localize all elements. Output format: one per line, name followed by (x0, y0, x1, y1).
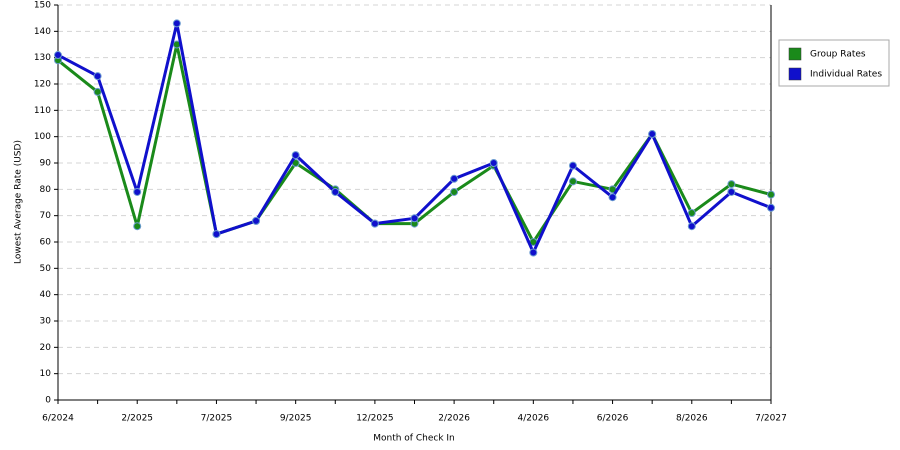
y-tick-label: 60 (40, 238, 52, 248)
point (450, 174, 459, 183)
point (93, 87, 102, 96)
y-tick-label: 30 (40, 317, 52, 327)
point (687, 222, 696, 231)
y-tick-label: 140 (34, 27, 51, 37)
point (252, 216, 261, 225)
x-tick-label: 2/2025 (121, 414, 153, 424)
x-tick-label: 8/2026 (676, 414, 708, 424)
y-tick-label: 0 (45, 396, 51, 406)
legend-label: Group Rates (810, 50, 866, 60)
y-tick-label: 20 (40, 343, 52, 353)
point (489, 159, 498, 167)
y-tick-label: 110 (34, 106, 51, 116)
point (687, 209, 696, 218)
y-tick-label: 10 (40, 369, 52, 379)
point (410, 214, 419, 223)
point (133, 187, 142, 196)
y-tick-label: 80 (40, 185, 52, 195)
y-tick-label: 120 (34, 80, 51, 90)
x-tick-label: 6/2024 (42, 414, 74, 424)
point (767, 190, 775, 199)
x-tick-label: 12/2025 (356, 414, 393, 424)
point (172, 19, 181, 28)
x-axis-label: Month of Check In (373, 434, 455, 444)
point (331, 187, 340, 196)
y-tick-label: 90 (40, 159, 52, 169)
point (568, 161, 577, 170)
x-tick-label: 7/2027 (755, 414, 787, 424)
point (767, 203, 775, 212)
point (727, 187, 736, 196)
y-axis-label: Lowest Average Rate (USD) (14, 140, 24, 264)
point (370, 219, 379, 228)
point (450, 187, 459, 196)
point (133, 222, 142, 231)
point (568, 177, 577, 186)
point (529, 248, 538, 257)
y-tick-label: 150 (34, 1, 51, 11)
point (291, 151, 300, 160)
point (54, 51, 62, 60)
point (212, 230, 221, 239)
x-tick-label: 7/2025 (201, 414, 233, 424)
x-tick-label: 4/2026 (517, 414, 549, 424)
point (93, 72, 102, 81)
point (648, 130, 657, 139)
legend-swatch (788, 67, 802, 81)
y-tick-label: 50 (40, 264, 52, 274)
x-tick-label: 9/2025 (280, 414, 312, 424)
y-tick-label: 130 (34, 53, 51, 63)
point (608, 193, 617, 202)
y-tick-label: 70 (40, 211, 52, 221)
point (727, 180, 736, 189)
legend-label: Individual Rates (810, 70, 882, 80)
y-tick-label: 100 (34, 132, 51, 142)
legend-swatch (788, 47, 802, 61)
y-tick-label: 40 (40, 290, 52, 300)
x-tick-label: 6/2026 (597, 414, 629, 424)
x-tick-label: 2/2026 (438, 414, 470, 424)
